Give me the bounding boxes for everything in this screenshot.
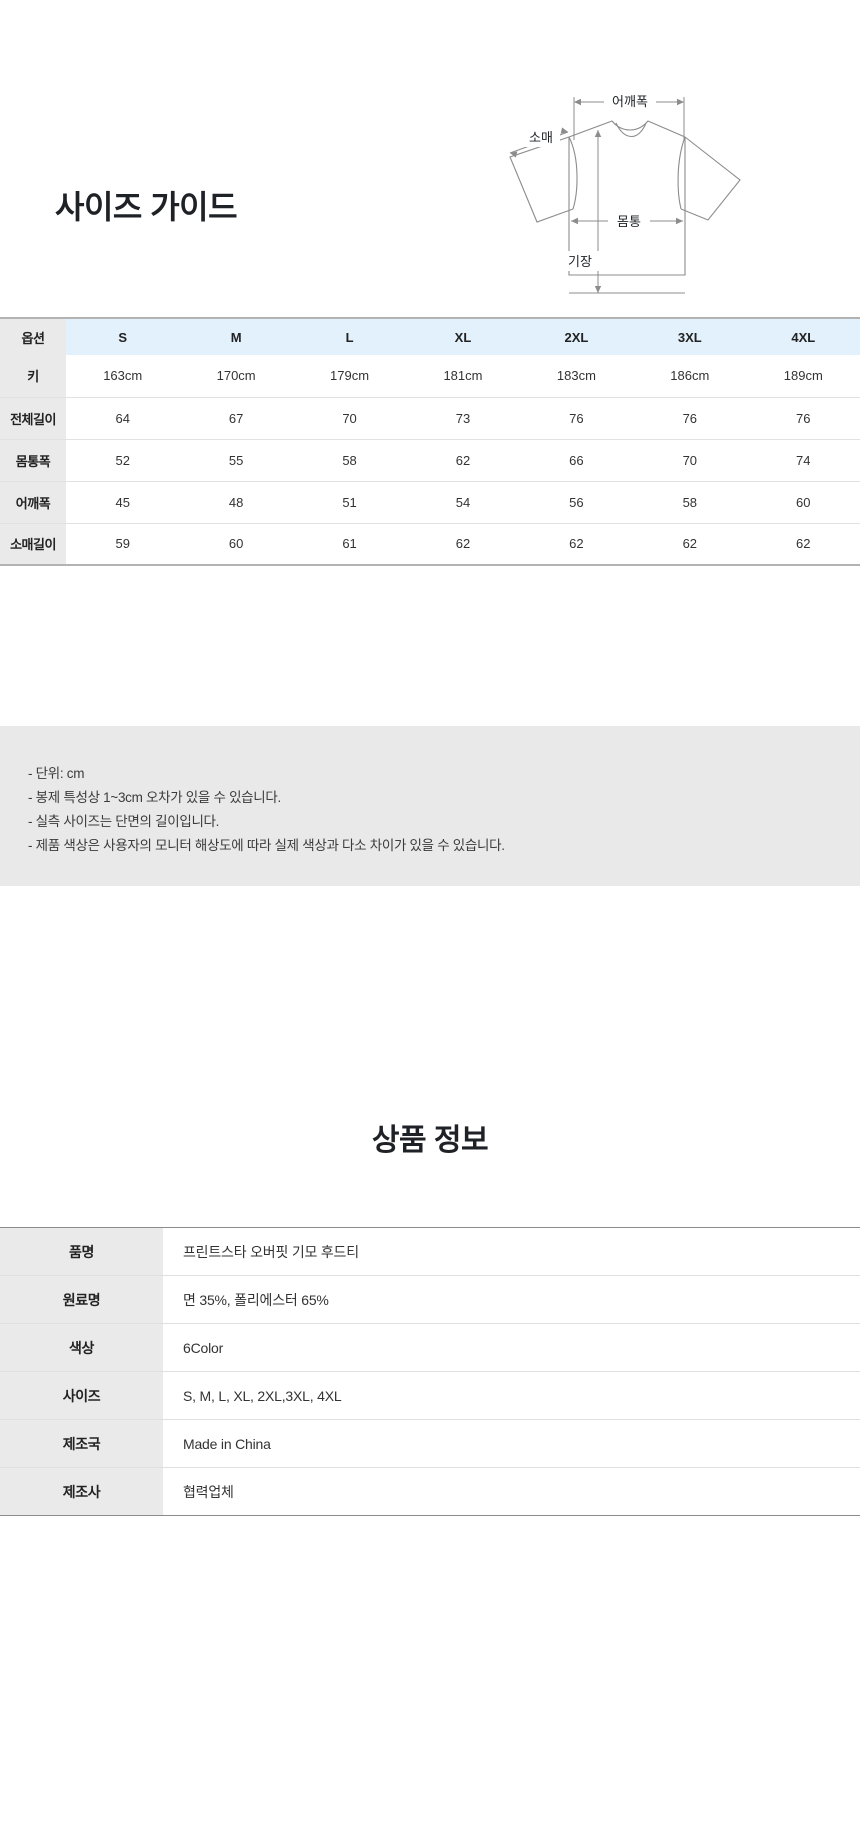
size-table: 옵션 S M L XL 2XL 3XL 4XL 키 163cm 170cm 179cm 181cm 1… — [0, 317, 860, 566]
note-line: - 제품 색상은 사용자의 모니터 해상도에 따라 실제 색상과 다소 차이가 … — [28, 838, 505, 853]
size-cell: 61 — [292, 523, 407, 566]
product-info-table: 품명 프린트스타 오버핏 기모 후드티 원료명 면 35%, 폴리에스터 65% 색상 6… — [0, 1227, 860, 1516]
product-info-value: 프린트스타 오버핏 기모 후드티 — [163, 1227, 860, 1276]
size-cell: 62 — [406, 439, 520, 482]
size-cell: 76 — [519, 397, 634, 440]
table-row: 키 163cm 170cm 179cm 181cm 183cm 186cm 189cm — [0, 355, 860, 398]
length-label-bg — [560, 251, 600, 271]
size-table-corner-label: 옵션 — [0, 317, 66, 355]
table-row: 제조사 협력업체 — [0, 1467, 860, 1516]
size-cell: 74 — [746, 439, 860, 482]
size-cell: 62 — [633, 523, 747, 566]
size-row-label: 어깨폭 — [0, 481, 66, 524]
size-column-header: L — [292, 317, 407, 355]
size-table-header-row: 옵션 S M L XL 2XL 3XL 4XL — [0, 317, 860, 355]
size-row-label: 전체길이 — [0, 397, 66, 440]
table-row: 색상 6Color — [0, 1323, 860, 1372]
size-cell: 189cm — [746, 355, 860, 398]
product-info-label: 사이즈 — [0, 1371, 163, 1420]
tshirt-diagram: 어깨폭 소매 몸통 기장 — [509, 91, 741, 294]
size-cell: 60 — [746, 481, 860, 524]
note-line: - 단위: cm — [28, 766, 85, 781]
size-cell: 183cm — [519, 355, 634, 398]
size-cell: 58 — [292, 439, 407, 482]
product-info-value: 면 35%, 폴리에스터 65% — [163, 1275, 860, 1324]
size-cell: 67 — [179, 397, 293, 440]
size-cell: 70 — [633, 439, 747, 482]
size-cell: 45 — [66, 481, 180, 524]
product-info-value: 협력업체 — [163, 1467, 860, 1516]
size-cell: 181cm — [406, 355, 520, 398]
size-row-label: 몸통폭 — [0, 439, 66, 482]
notes-block: - 단위: cm - 봉제 특성상 1~3cm 오차가 있을 수 있습니다. - 실… — [0, 726, 860, 886]
product-info-body: 품명 프린트스타 오버핏 기모 후드티 원료명 면 35%, 폴리에스터 65% 색상 6… — [0, 1227, 860, 1516]
size-cell: 70 — [292, 397, 407, 440]
sleeve-label-bg — [522, 127, 560, 147]
size-cell: 66 — [519, 439, 634, 482]
size-cell: 64 — [66, 397, 180, 440]
size-column-header: S — [66, 317, 180, 355]
size-cell: 48 — [179, 481, 293, 524]
product-info-title: 상품 정보 — [371, 1124, 489, 1157]
size-cell: 58 — [633, 481, 747, 524]
table-row: 사이즈 S, M, L, XL, 2XL,3XL, 4XL — [0, 1371, 860, 1420]
size-cell: 62 — [406, 523, 520, 566]
size-column-header: XL — [406, 317, 520, 355]
size-table-container: 옵션 S M L XL 2XL 3XL 4XL 키 163cm 170cm 179cm 181cm 1… — [0, 317, 860, 566]
note-line: - 실측 사이즈는 단면의 길이입니다. — [28, 814, 220, 829]
table-row: 전체길이 64 67 70 73 76 76 76 — [0, 397, 860, 440]
size-cell: 163cm — [66, 355, 180, 398]
size-cell: 56 — [519, 481, 634, 524]
size-cell: 51 — [292, 481, 407, 524]
size-cell: 186cm — [633, 355, 747, 398]
table-row: 어깨폭 45 48 51 54 56 58 60 — [0, 481, 860, 524]
size-table-body: 키 163cm 170cm 179cm 181cm 183cm 186cm 189cm 전체길이… — [0, 355, 860, 566]
product-info-label: 색상 — [0, 1323, 163, 1372]
size-column-header: 4XL — [746, 317, 860, 355]
table-row: 원료명 면 35%, 폴리에스터 65% — [0, 1275, 860, 1324]
size-cell: 179cm — [292, 355, 407, 398]
product-info-value: 6Color — [163, 1323, 860, 1372]
product-info-label: 제조사 — [0, 1467, 163, 1516]
shoulder-label-bg — [604, 91, 656, 111]
size-cell: 62 — [519, 523, 634, 566]
size-row-label: 소매길이 — [0, 523, 66, 566]
product-info-table-container: 품명 프린트스타 오버핏 기모 후드티 원료명 면 35%, 폴리에스터 65% 색상 6… — [0, 1227, 860, 1516]
table-row: 소매길이 59 60 61 62 62 62 62 — [0, 523, 860, 566]
diagram-label-body: 몸통 — [617, 214, 641, 229]
size-cell: 52 — [66, 439, 180, 482]
size-cell: 54 — [406, 481, 520, 524]
size-cell: 59 — [66, 523, 180, 566]
size-column-header: 3XL — [633, 317, 747, 355]
size-cell: 76 — [746, 397, 860, 440]
size-column-header: 2XL — [519, 317, 634, 355]
size-table-head: 옵션 S M L XL 2XL 3XL 4XL — [0, 317, 860, 355]
size-cell: 62 — [746, 523, 860, 566]
body-label-bg — [608, 211, 650, 231]
size-cell: 170cm — [179, 355, 293, 398]
size-cell: 60 — [179, 523, 293, 566]
diagram-label-shoulder: 어깨폭 — [612, 94, 648, 109]
diagram-label-sleeve: 소매 — [529, 130, 553, 145]
product-info-value: S, M, L, XL, 2XL,3XL, 4XL — [163, 1371, 860, 1420]
table-row: 품명 프린트스타 오버핏 기모 후드티 — [0, 1227, 860, 1276]
note-line: - 봉제 특성상 1~3cm 오차가 있을 수 있습니다. — [28, 790, 281, 805]
product-info-label: 원료명 — [0, 1275, 163, 1324]
size-column-header: M — [179, 317, 293, 355]
notes-list: - 단위: cm - 봉제 특성상 1~3cm 오차가 있을 수 있습니다. - 실… — [28, 762, 838, 858]
product-info-label: 품명 — [0, 1227, 163, 1276]
size-cell: 73 — [406, 397, 520, 440]
table-row: 몸통폭 52 55 58 62 66 70 74 — [0, 439, 860, 482]
size-row-label: 키 — [0, 355, 66, 398]
product-info-value: Made in China — [163, 1419, 860, 1468]
table-row: 제조국 Made in China — [0, 1419, 860, 1468]
size-cell: 76 — [633, 397, 747, 440]
size-cell: 55 — [179, 439, 293, 482]
product-info-label: 제조국 — [0, 1419, 163, 1468]
diagram-label-length: 기장 — [568, 254, 592, 269]
page-title: 사이즈 가이드 — [55, 189, 238, 225]
